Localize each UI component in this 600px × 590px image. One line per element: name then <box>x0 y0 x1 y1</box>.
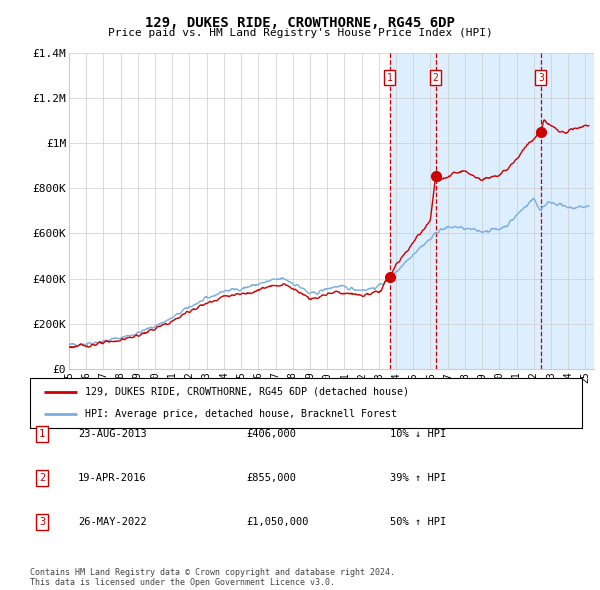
Text: £855,000: £855,000 <box>246 473 296 483</box>
Bar <box>436 53 541 369</box>
FancyBboxPatch shape <box>30 378 582 428</box>
Bar <box>390 53 436 369</box>
Text: 10% ↓ HPI: 10% ↓ HPI <box>390 429 446 438</box>
Text: 2: 2 <box>39 473 45 483</box>
Text: 1: 1 <box>39 429 45 438</box>
Text: 26-MAY-2022: 26-MAY-2022 <box>78 517 147 527</box>
Bar <box>541 53 594 369</box>
Text: 39% ↑ HPI: 39% ↑ HPI <box>390 473 446 483</box>
Text: 50% ↑ HPI: 50% ↑ HPI <box>390 517 446 527</box>
Text: 3: 3 <box>39 517 45 527</box>
Text: Contains HM Land Registry data © Crown copyright and database right 2024.
This d: Contains HM Land Registry data © Crown c… <box>30 568 395 587</box>
Text: £406,000: £406,000 <box>246 429 296 438</box>
Text: 1: 1 <box>387 73 393 83</box>
Text: Price paid vs. HM Land Registry's House Price Index (HPI): Price paid vs. HM Land Registry's House … <box>107 28 493 38</box>
Text: 23-AUG-2013: 23-AUG-2013 <box>78 429 147 438</box>
Text: 19-APR-2016: 19-APR-2016 <box>78 473 147 483</box>
Text: 2: 2 <box>433 73 439 83</box>
Text: 3: 3 <box>538 73 544 83</box>
Text: HPI: Average price, detached house, Bracknell Forest: HPI: Average price, detached house, Brac… <box>85 409 397 419</box>
Text: 129, DUKES RIDE, CROWTHORNE, RG45 6DP: 129, DUKES RIDE, CROWTHORNE, RG45 6DP <box>145 16 455 30</box>
Text: £1,050,000: £1,050,000 <box>246 517 308 527</box>
Text: 129, DUKES RIDE, CROWTHORNE, RG45 6DP (detached house): 129, DUKES RIDE, CROWTHORNE, RG45 6DP (d… <box>85 386 409 396</box>
